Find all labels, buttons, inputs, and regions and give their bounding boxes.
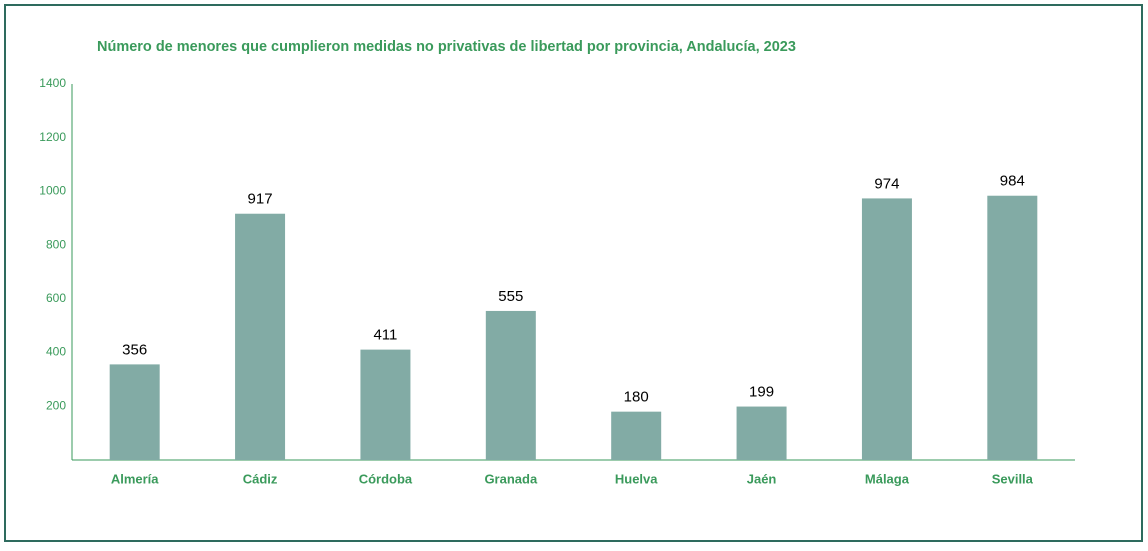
y-tick-label: 800 <box>46 237 66 251</box>
value-label: 974 <box>874 175 899 192</box>
y-tick-label: 1000 <box>39 184 66 198</box>
x-tick-label: Córdoba <box>359 471 413 486</box>
x-tick-label: Almería <box>111 471 159 486</box>
y-tick-label: 400 <box>46 345 66 359</box>
bar <box>861 198 912 460</box>
value-label: 917 <box>248 191 273 208</box>
value-label: 555 <box>498 288 523 305</box>
x-tick-label: Jaén <box>747 471 777 486</box>
value-label: 199 <box>749 384 774 401</box>
chart-frame <box>4 4 1143 542</box>
bar <box>109 364 160 460</box>
bar <box>235 213 286 460</box>
bar <box>360 349 411 460</box>
y-tick-label: 1200 <box>39 130 66 144</box>
value-label: 180 <box>624 389 649 406</box>
bar <box>485 310 536 460</box>
chart-title: Número de menores que cumplieron medidas… <box>97 39 796 55</box>
value-label: 356 <box>122 341 147 358</box>
x-tick-label: Málaga <box>865 471 910 486</box>
bar <box>611 411 662 460</box>
value-label: 984 <box>1000 173 1025 190</box>
x-tick-label: Cádiz <box>243 471 278 486</box>
y-tick-label: 1400 <box>39 76 66 90</box>
x-tick-label: Huelva <box>615 471 658 486</box>
x-tick-label: Sevilla <box>992 471 1034 486</box>
value-label: 411 <box>373 327 397 344</box>
bar <box>987 195 1038 460</box>
bar <box>736 406 787 460</box>
y-tick-label: 600 <box>46 291 66 305</box>
y-tick-label: 200 <box>46 398 66 412</box>
x-tick-label: Granada <box>484 471 538 486</box>
